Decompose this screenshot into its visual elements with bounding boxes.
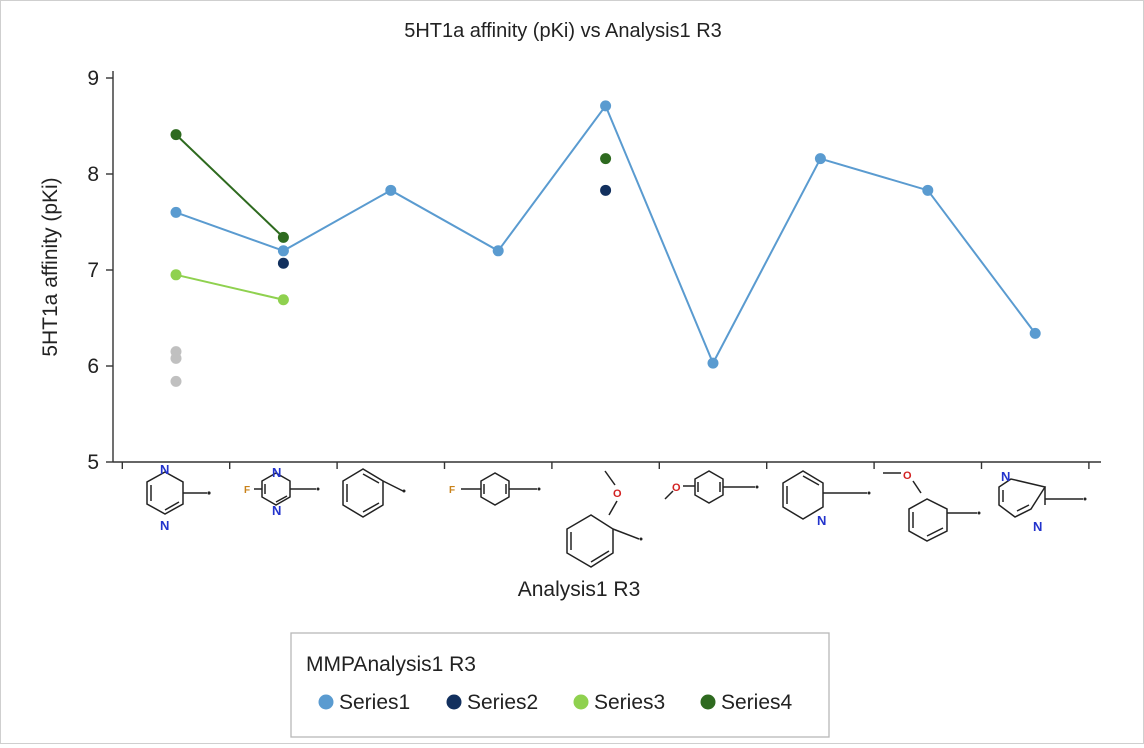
- structure-pyridine-2-yl: N: [782, 470, 871, 528]
- y-axis-title: 5HT1a affinity (pKi): [39, 177, 62, 356]
- svg-text:N: N: [160, 462, 169, 477]
- data-point-series2[interactable]: [600, 184, 612, 196]
- data-point-series1[interactable]: [492, 245, 504, 257]
- data-point-series1[interactable]: [170, 206, 182, 218]
- svg-text:O: O: [903, 470, 912, 482]
- data-point-series3[interactable]: [277, 294, 289, 306]
- x-axis-title: Analysis1 R3: [518, 578, 641, 601]
- structure-4-methoxyphenyl: O: [664, 470, 759, 504]
- legend-marker-series2: [446, 694, 462, 710]
- legend-marker-series3: [573, 694, 589, 710]
- x-ticks: [121, 462, 1090, 469]
- structure-pyrazine-2-yl: N N: [998, 469, 1087, 534]
- legend-title: MMPAnalysis1 R3: [306, 653, 476, 676]
- legend-marker-series4: [700, 694, 716, 710]
- y-ticks: 5 6 7 8 9: [87, 67, 113, 474]
- legend-entries: Series1 Series2 Series3 Series4: [318, 691, 793, 714]
- legend-marker-series1: [318, 694, 334, 710]
- data-point-series3[interactable]: [170, 269, 182, 281]
- plot-area: [170, 100, 1041, 387]
- data-point-other[interactable]: [170, 352, 182, 364]
- data-point-series4[interactable]: [600, 153, 612, 165]
- legend-label-series2: Series2: [467, 691, 538, 714]
- structure-4-fluorophenyl: F: [449, 472, 541, 506]
- data-point-series1[interactable]: [385, 184, 397, 196]
- structure-5-fluoropyrimidine-2-yl: F N N: [244, 465, 320, 518]
- structure-2-methoxyphenyl: O: [566, 470, 643, 568]
- data-point-series1[interactable]: [600, 100, 612, 112]
- structure-pyrimidine-2-yl: N N: [146, 462, 211, 533]
- data-point-other[interactable]: [170, 375, 182, 387]
- structure-3-methoxyphenyl: O: [883, 470, 981, 542]
- data-point-series1[interactable]: [922, 184, 934, 196]
- structure-phenyl: [342, 468, 406, 518]
- svg-text:N: N: [272, 503, 281, 518]
- svg-text:O: O: [672, 482, 681, 494]
- svg-text:F: F: [449, 485, 455, 496]
- legend-label-series3: Series3: [594, 691, 665, 714]
- legend: MMPAnalysis1 R3 Series1 Series2 Series3 Ser…: [290, 632, 830, 738]
- data-point-series1[interactable]: [1029, 327, 1041, 339]
- svg-text:O: O: [613, 488, 622, 500]
- chart-title: 5HT1a affinity (pKi) vs Analysis1 R3: [404, 20, 722, 42]
- legend-label-series4: Series4: [721, 691, 793, 714]
- y-tick-label: 9: [87, 67, 99, 90]
- y-tick-label: 8: [87, 163, 99, 186]
- y-tick-label: 5: [87, 451, 99, 474]
- svg-text:F: F: [244, 485, 250, 496]
- y-tick-label: 7: [87, 259, 99, 282]
- x-category-structures: N N F N N: [146, 462, 1087, 568]
- data-point-series4[interactable]: [170, 129, 182, 141]
- data-point-series4[interactable]: [277, 231, 289, 243]
- legend-box: [290, 632, 830, 738]
- svg-text:N: N: [817, 513, 826, 528]
- svg-text:N: N: [272, 465, 281, 480]
- data-point-series1[interactable]: [707, 357, 719, 369]
- svg-text:N: N: [1001, 469, 1010, 484]
- svg-text:N: N: [160, 518, 169, 533]
- data-point-series1[interactable]: [277, 245, 289, 257]
- series-line-series3: [175, 273, 284, 301]
- svg-text:N: N: [1033, 519, 1042, 534]
- axes: [112, 71, 1101, 463]
- series-line-series4: [175, 133, 285, 239]
- data-point-series1[interactable]: [814, 153, 826, 165]
- data-point-series2[interactable]: [277, 257, 289, 269]
- series-line-series1: [175, 103, 1036, 366]
- y-tick-label: 6: [87, 355, 99, 378]
- legend-label-series1: Series1: [339, 691, 410, 714]
